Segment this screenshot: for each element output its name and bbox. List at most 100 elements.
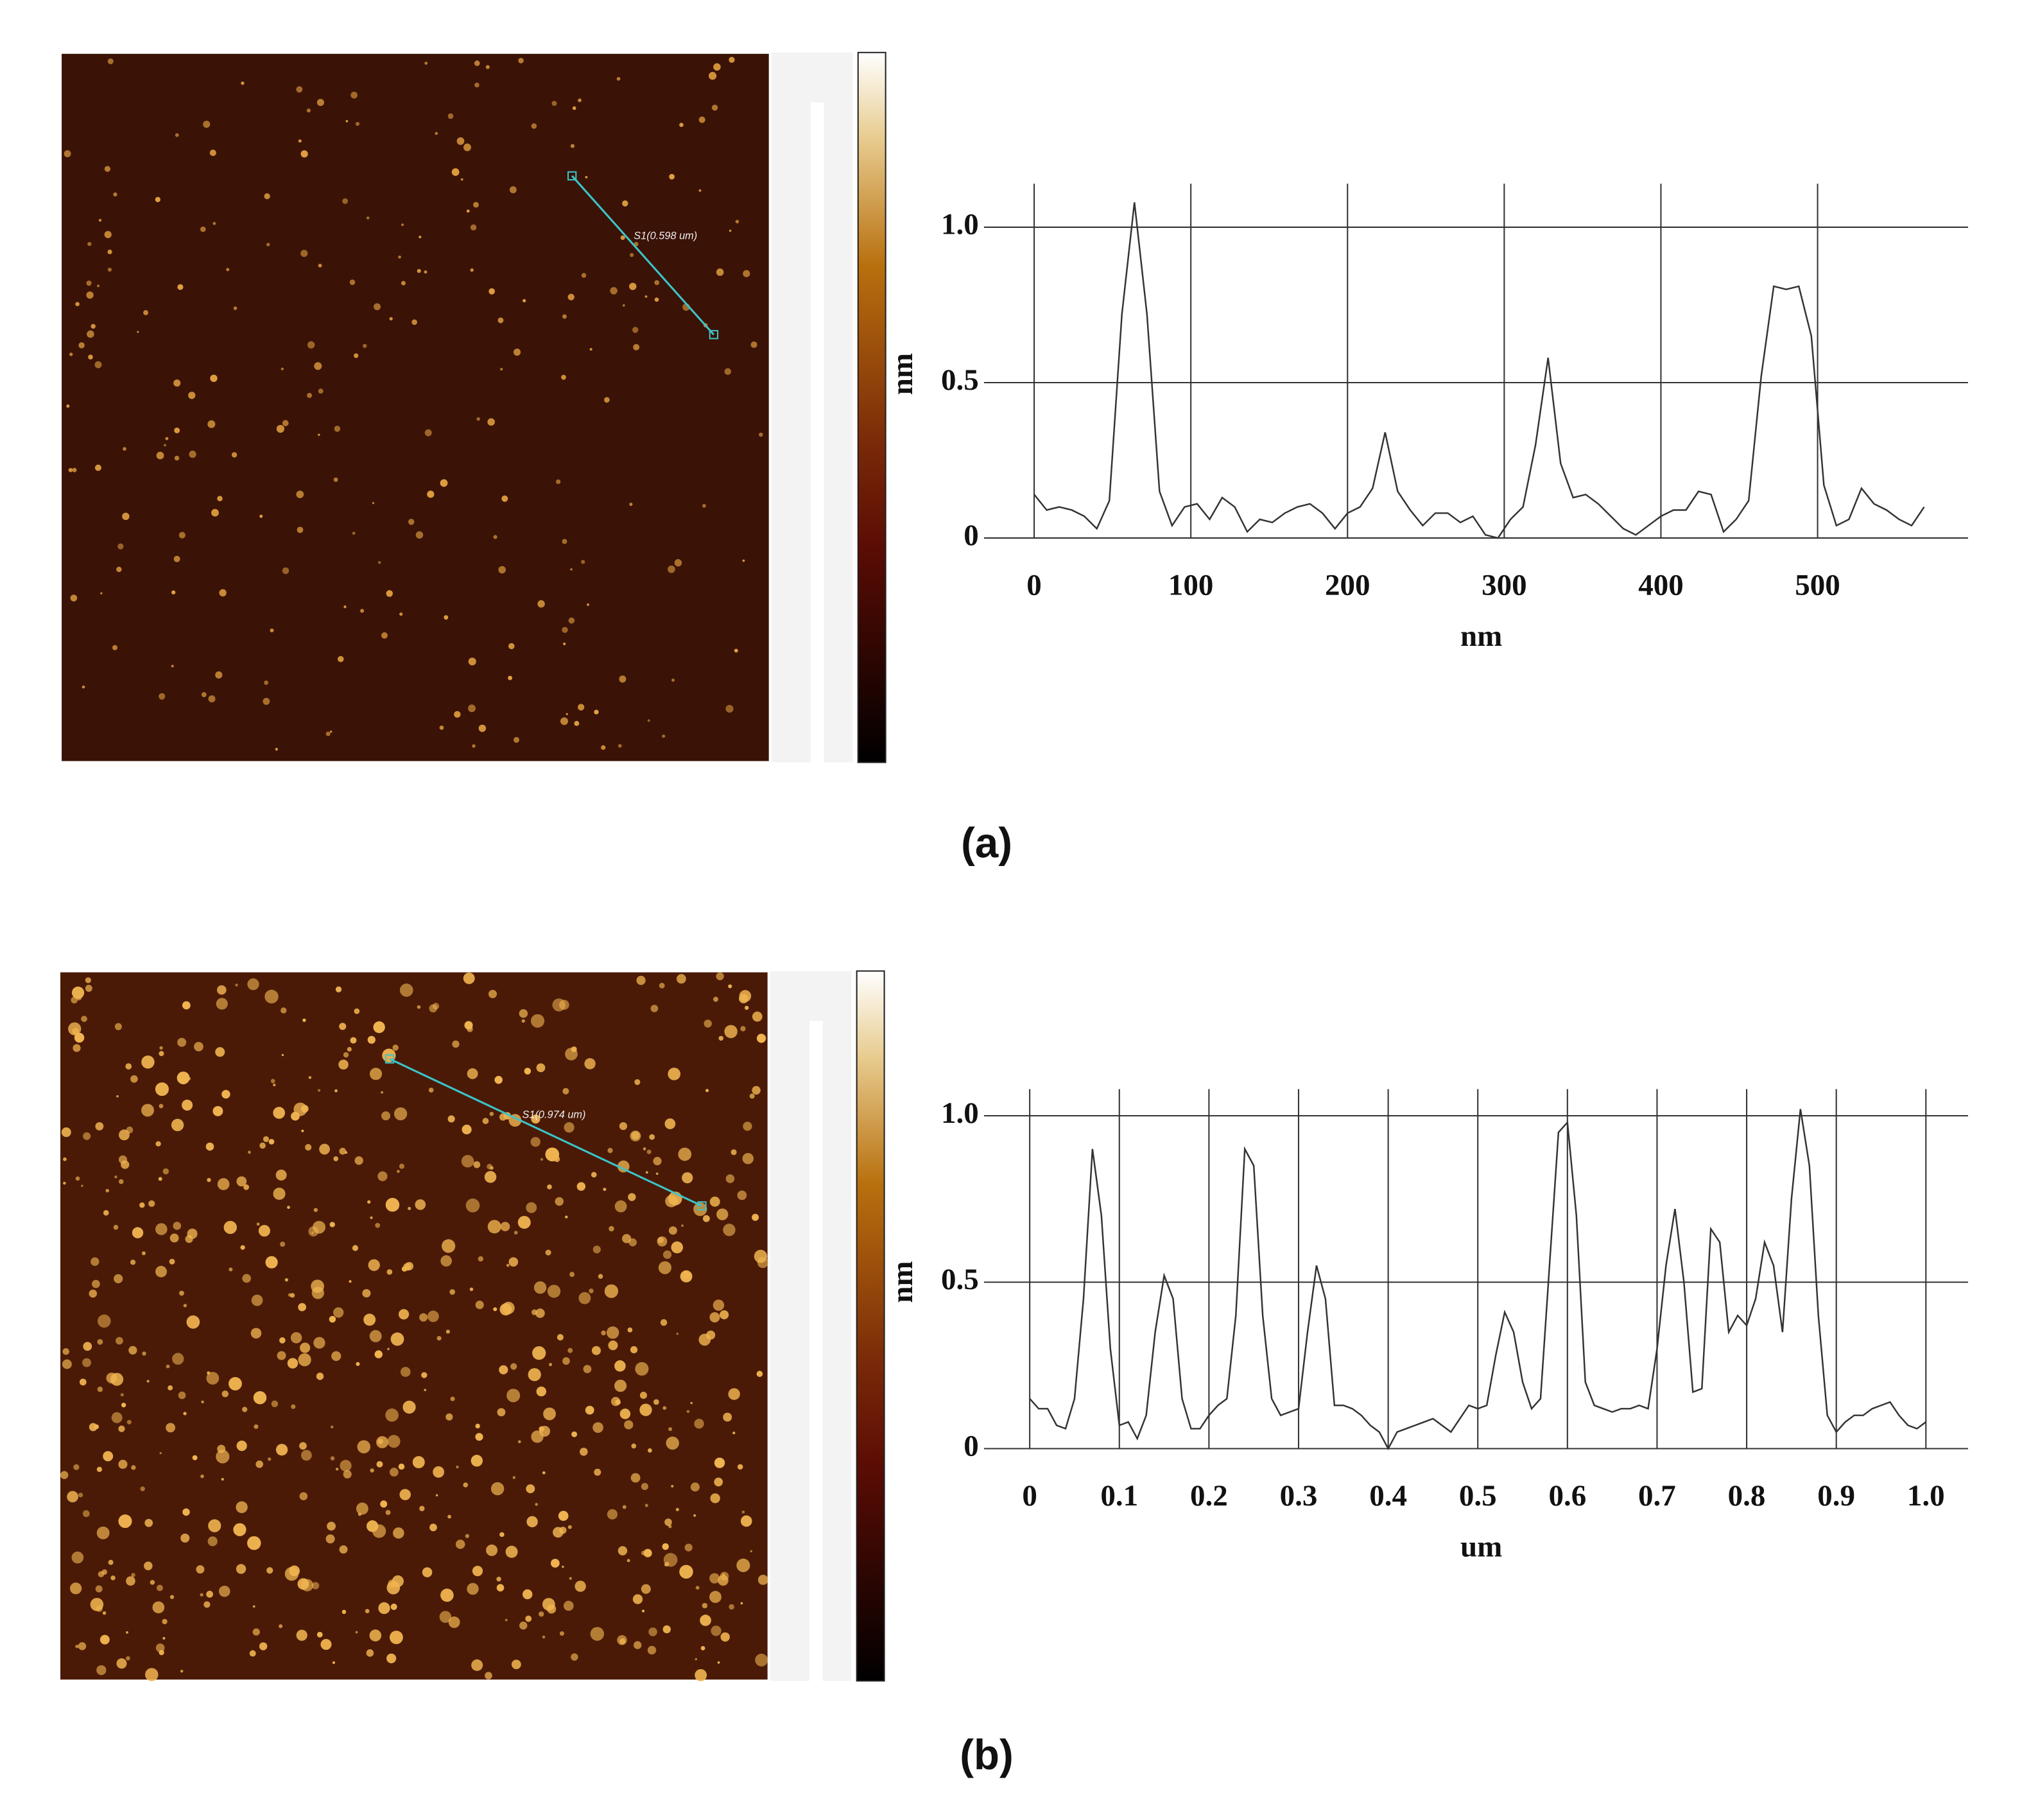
afm-grain (159, 693, 166, 700)
afm-grain (259, 1642, 268, 1651)
afm-grain (173, 1222, 182, 1230)
afm-grain (200, 1474, 204, 1478)
afm-grain (424, 1389, 427, 1392)
afm-grain (263, 698, 270, 705)
afm-grain (562, 314, 567, 319)
afm-grain (461, 1155, 474, 1168)
afm-grain (307, 341, 315, 349)
afm-grain (408, 1206, 411, 1211)
afm-grain (456, 1465, 459, 1469)
afm-grain (82, 1358, 91, 1367)
afm-grain (110, 1575, 116, 1581)
afm-grain (300, 1342, 311, 1353)
afm-grain (584, 1058, 596, 1070)
afm-grain (440, 479, 448, 487)
afm-grain (487, 418, 495, 426)
y-tick-label: 0 (964, 1429, 979, 1462)
afm-grain (203, 1601, 211, 1608)
afm-grain (259, 1142, 266, 1149)
afm-grain (196, 1565, 205, 1574)
afm-grain (403, 1263, 411, 1271)
x-tick-label: 0.1 (1100, 1479, 1138, 1512)
afm-grain (116, 566, 122, 573)
afm-grain (339, 1147, 347, 1155)
afm-grain (389, 316, 393, 321)
profile-curve (1029, 1109, 1927, 1451)
afm-grain (594, 709, 599, 715)
afm-grain (249, 1650, 256, 1657)
afm-grain (209, 150, 216, 157)
afm-grain (578, 1292, 591, 1304)
x-tick-label: 200 (1325, 568, 1370, 602)
afm-grain (606, 1326, 619, 1339)
afm-grain (499, 1113, 507, 1121)
afm-grain (465, 1198, 480, 1213)
afm-grain (318, 1089, 321, 1092)
afm-grain (450, 1396, 455, 1401)
afm-grain (440, 1588, 454, 1602)
afm-grain (488, 989, 497, 998)
afm-grain (296, 1629, 307, 1641)
afm-grain (343, 1469, 352, 1479)
afm-grain (118, 1459, 128, 1469)
profile-curve (1033, 202, 1925, 539)
afm-grain (116, 1095, 119, 1098)
afm-grain (532, 1346, 546, 1360)
afm-grain (536, 1386, 546, 1397)
afm-grain (113, 192, 117, 197)
afm-grain (91, 1257, 99, 1266)
afm-grain (547, 1184, 552, 1190)
afm-grain (142, 1351, 146, 1356)
afm-grain (648, 1627, 657, 1636)
afm-grain (643, 1548, 652, 1557)
afm-grain (313, 1337, 325, 1349)
afm-grain (158, 1177, 162, 1181)
afm-grain (253, 1391, 267, 1405)
afm-grain (754, 1249, 768, 1263)
afm-grain (494, 1075, 503, 1084)
afm-grain (628, 1193, 636, 1201)
afm-grain (365, 1609, 370, 1614)
afm-grain (177, 1071, 190, 1084)
afm-grain (118, 1129, 130, 1141)
afm-grain (334, 426, 341, 432)
afm-grain (408, 519, 415, 525)
afm-grain (345, 1151, 348, 1154)
afm-grain (297, 526, 304, 533)
afm-grain (85, 977, 91, 984)
afm-grain (604, 397, 610, 403)
afm-grain (126, 1656, 130, 1661)
x-tick-label: 1.0 (1907, 1479, 1945, 1512)
afm-grain (525, 1615, 532, 1622)
afm-grain (524, 1068, 532, 1075)
afm-grain (560, 717, 569, 725)
afm-grain (114, 1274, 123, 1284)
afm-grain (172, 1353, 184, 1365)
afm-grain (562, 539, 567, 544)
afm-grain (350, 91, 358, 99)
afm-grain (376, 1435, 388, 1448)
colorbar (857, 51, 886, 763)
afm-grain (397, 1170, 400, 1174)
afm-grain (266, 243, 270, 247)
profile-end (385, 1054, 395, 1064)
afm-grain (381, 632, 388, 639)
afm-grain (73, 1464, 80, 1470)
afm-grain (265, 1256, 278, 1269)
afm-grain (653, 1157, 662, 1166)
afm-grain (210, 374, 218, 383)
afm-grain (592, 1245, 601, 1254)
afm-grain (454, 711, 461, 718)
afm-grain (318, 433, 320, 437)
afm-grain (449, 1289, 456, 1295)
afm-grain (676, 1332, 678, 1335)
afm-grain (268, 1457, 272, 1461)
afm-grain (366, 1649, 374, 1657)
afm-grain (737, 1190, 747, 1200)
afm-grain (448, 1616, 460, 1628)
x-tick-label: 0 (1026, 568, 1042, 602)
afm-grain (235, 984, 238, 987)
afm-grain (419, 1313, 428, 1322)
afm-grain (755, 1653, 768, 1667)
afm-grain (223, 1220, 238, 1235)
